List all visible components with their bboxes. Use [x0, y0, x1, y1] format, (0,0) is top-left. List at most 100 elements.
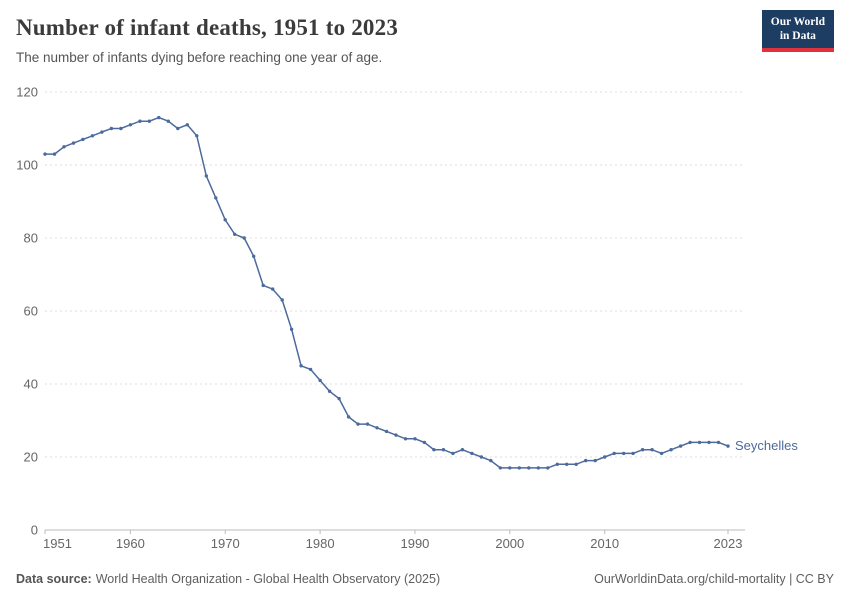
data-point[interactable] [441, 448, 446, 452]
data-point[interactable] [43, 152, 47, 156]
data-point[interactable] [62, 145, 66, 149]
data-point[interactable] [640, 448, 645, 452]
data-points[interactable] [43, 115, 730, 470]
data-point[interactable] [631, 451, 635, 456]
data-point[interactable] [233, 232, 237, 236]
data-point[interactable] [166, 119, 170, 123]
data-point[interactable] [109, 126, 114, 131]
y-tick-label: 100 [16, 158, 38, 173]
data-point[interactable] [470, 451, 474, 456]
data-point[interactable] [185, 123, 189, 127]
data-point[interactable] [460, 448, 465, 452]
data-point[interactable] [81, 137, 85, 142]
data-point[interactable] [697, 440, 702, 445]
chart-title: Number of infant deaths, 1951 to 2023 [16, 15, 399, 40]
data-point[interactable] [508, 466, 512, 470]
y-tick-label: 40 [24, 377, 38, 392]
data-point[interactable] [346, 415, 351, 419]
data-point[interactable] [650, 448, 654, 452]
y-tick-label: 120 [16, 85, 38, 100]
x-tick-label: 1980 [306, 536, 335, 551]
data-point[interactable] [707, 440, 711, 445]
data-point[interactable] [147, 119, 151, 123]
data-point[interactable] [90, 134, 95, 138]
data-point[interactable] [289, 327, 294, 331]
data-point[interactable] [204, 174, 208, 178]
data-point[interactable] [603, 455, 607, 459]
data-point[interactable] [384, 429, 389, 434]
data-point[interactable] [176, 126, 180, 131]
y-tick-label: 80 [24, 231, 38, 246]
data-point[interactable] [375, 426, 379, 430]
data-point[interactable] [271, 287, 275, 291]
data-point[interactable] [584, 458, 588, 463]
data-point[interactable] [716, 440, 721, 445]
data-point[interactable] [489, 458, 493, 463]
data-point[interactable] [337, 396, 341, 401]
x-tick-label: 1960 [116, 536, 145, 551]
data-point[interactable] [138, 119, 142, 123]
y-tick-label: 60 [24, 304, 38, 319]
x-tick-label: 2023 [714, 536, 743, 551]
data-point[interactable] [157, 115, 161, 120]
data-point[interactable] [678, 444, 683, 448]
y-tick-label: 20 [24, 450, 38, 465]
data-point[interactable] [280, 298, 284, 302]
data-point[interactable] [517, 466, 521, 470]
data-point[interactable] [195, 134, 199, 138]
gridlines: 0 20 40 60 80 100 120 [16, 85, 745, 538]
line-seychelles[interactable] [45, 116, 729, 469]
data-point[interactable] [100, 130, 104, 134]
data-point[interactable] [365, 422, 370, 426]
data-point[interactable] [242, 236, 246, 240]
chart-header: Number of infant deaths, 1951 to 2023 Th… [16, 15, 740, 65]
data-point[interactable] [527, 466, 531, 470]
data-point[interactable] [688, 440, 692, 445]
data-point[interactable] [299, 364, 303, 368]
data-point[interactable] [318, 378, 322, 383]
owid-logo[interactable]: Our World in Data [761, 10, 834, 52]
data-point[interactable] [71, 141, 76, 145]
data-source: Data source: World Health Organization - … [16, 572, 440, 586]
data-point[interactable] [565, 462, 569, 466]
data-point[interactable] [52, 152, 57, 156]
x-tick-label: 2010 [590, 536, 619, 551]
data-point[interactable] [214, 196, 218, 200]
data-point[interactable] [574, 462, 578, 466]
data-point[interactable] [422, 440, 427, 445]
x-tick-label: 1951 [43, 536, 72, 551]
data-point[interactable] [479, 455, 484, 459]
owid-logo-line1: Our World [770, 16, 825, 28]
data-point[interactable] [612, 451, 616, 456]
data-point[interactable] [394, 433, 398, 437]
data-point[interactable] [327, 389, 332, 393]
data-point[interactable] [356, 422, 360, 426]
data-point[interactable] [669, 448, 673, 452]
data-point[interactable] [659, 451, 664, 456]
x-tick-label: 1970 [211, 536, 240, 551]
data-point[interactable] [726, 444, 730, 448]
x-tick-label: 2000 [495, 536, 524, 551]
data-point[interactable] [413, 437, 417, 441]
data-point[interactable] [498, 466, 502, 470]
owid-logo-line2: in Data [779, 30, 816, 43]
data-point[interactable] [432, 448, 436, 452]
data-point[interactable] [622, 451, 626, 456]
owid-link[interactable]: OurWorldinData.org/child-mortality | CC … [594, 572, 834, 586]
series-label-seychelles[interactable]: Seychelles [735, 438, 798, 453]
chart-subtitle: The number of infants dying before reach… [16, 50, 383, 65]
data-point[interactable] [546, 466, 550, 470]
data-point[interactable] [119, 126, 123, 131]
data-point[interactable] [555, 462, 559, 466]
data-point[interactable] [308, 367, 313, 372]
data-point[interactable] [261, 283, 265, 288]
data-point[interactable] [593, 458, 597, 463]
data-point[interactable] [403, 437, 408, 441]
data-point[interactable] [128, 123, 133, 127]
data-point[interactable] [223, 218, 227, 222]
data-point[interactable] [252, 254, 256, 258]
x-tick-label: 1990 [400, 536, 429, 551]
data-point[interactable] [536, 466, 540, 470]
data-point[interactable] [451, 451, 455, 456]
